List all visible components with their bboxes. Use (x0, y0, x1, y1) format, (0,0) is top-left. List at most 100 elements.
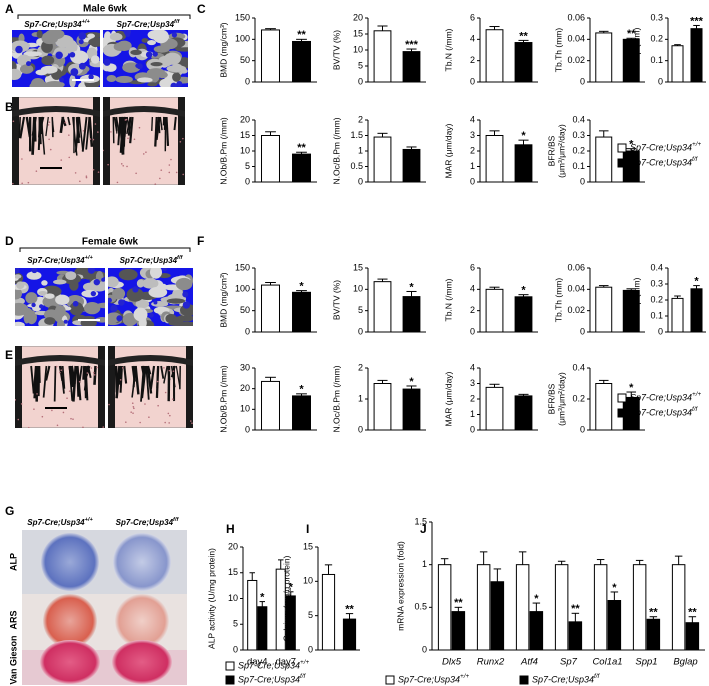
y-tick-label: 15 (353, 28, 363, 38)
bar (646, 618, 661, 651)
trabecula (51, 116, 54, 138)
y-tick-label: 0 (658, 326, 663, 336)
marrow (139, 421, 141, 424)
marrow (55, 365, 58, 368)
trabecula (160, 365, 165, 379)
bar (485, 135, 504, 183)
legend-label: Sp7-Cre;Usp34+/+ (238, 659, 309, 670)
error-bar (406, 146, 417, 150)
pore (69, 51, 76, 58)
marrow (145, 151, 147, 153)
error-bar (626, 148, 637, 151)
significance: * (612, 582, 617, 594)
y-tick-label: 0 (580, 76, 585, 86)
marrow (33, 408, 35, 410)
significance: * (629, 139, 634, 151)
marrow (168, 164, 171, 166)
marrow (127, 137, 129, 140)
bar (671, 45, 684, 83)
bar (292, 153, 311, 183)
bracket (19, 247, 191, 252)
y-tick-label: 0.3 (650, 278, 663, 288)
y-axis-label: Calcium (mg/g protein) (281, 555, 291, 641)
legend-label: Sp7-Cre;Usp34+/+ (630, 141, 701, 152)
well (115, 594, 169, 648)
pore (118, 299, 125, 306)
stain-label: ARS (8, 610, 18, 629)
panel-label: C (197, 2, 206, 16)
trabecula (87, 33, 95, 39)
trabecula (148, 286, 168, 298)
y-axis-label: BMD (mg/cm³) (218, 22, 228, 77)
legend-label: Sp7-Cre;Usp34+/+ (398, 673, 469, 684)
x-tick-label: Dlx5 (442, 657, 462, 668)
error-bar (345, 613, 354, 620)
marrow (85, 176, 88, 179)
marrow (62, 411, 65, 414)
marrow (21, 182, 23, 185)
marrow (107, 163, 109, 166)
bar (476, 564, 491, 651)
y-tick-label: 0.2 (650, 34, 663, 44)
bar (485, 29, 504, 83)
error-bar (626, 391, 637, 398)
marrow (72, 418, 74, 420)
trabecula (106, 75, 117, 83)
stain-label: ALP (8, 553, 18, 571)
pore (152, 51, 158, 57)
y-tick-label: 0.02 (567, 305, 585, 315)
marrow (138, 126, 141, 129)
trabecula (84, 365, 89, 401)
y-tick-label: 1 (422, 559, 427, 569)
significance: ** (627, 28, 636, 40)
trabecula (30, 365, 35, 394)
y-tick-label: 20 (228, 541, 238, 551)
marrow (51, 409, 53, 412)
cortex (108, 346, 115, 428)
marrow (60, 369, 63, 372)
marrow (164, 421, 166, 424)
bar (321, 573, 336, 651)
bar (402, 388, 421, 431)
bar (402, 51, 421, 83)
significance: ** (649, 607, 658, 619)
trabecula (67, 116, 71, 126)
marrow (163, 367, 165, 369)
bar (261, 135, 280, 183)
trabecula (61, 365, 66, 389)
marrow (35, 170, 38, 172)
y-tick-label: 0 (580, 326, 585, 336)
y-tick-label: 15 (303, 541, 313, 551)
pore (88, 74, 94, 80)
legend-label: Sp7-Cre;Usp34f/f (630, 406, 699, 417)
trabecula (88, 37, 100, 47)
y-tick-label: 0.06 (567, 12, 585, 22)
trabecula (115, 116, 118, 134)
y-axis-label: Tb.Sp (mm) (631, 277, 641, 322)
marrow (164, 391, 167, 394)
trabecula (69, 302, 84, 316)
x-tick-label: Sp7 (560, 657, 578, 668)
bar (671, 564, 686, 651)
trabecula (179, 321, 193, 326)
trabecula (175, 277, 193, 291)
y-tick-label: 0 (580, 424, 585, 434)
significance: ** (454, 597, 463, 609)
error-bar (693, 24, 700, 29)
y-tick-label: 2 (470, 393, 475, 403)
significance: * (289, 582, 294, 594)
genotype-label: Sp7-Cre;Usp34f/f (116, 517, 180, 527)
y-tick-label: 100 (235, 34, 250, 44)
y-tick-label: 0 (233, 644, 238, 654)
trabecula (95, 317, 105, 323)
trabecula (133, 307, 148, 322)
growth-plate (108, 355, 193, 366)
y-tick-label: 10 (228, 593, 238, 603)
marrow (135, 172, 137, 175)
trabecula (65, 271, 77, 280)
marrow (121, 367, 124, 369)
cortex (93, 97, 100, 185)
trabecula (149, 365, 156, 390)
y-tick-label: 0.04 (567, 284, 585, 294)
marrow (82, 426, 84, 428)
